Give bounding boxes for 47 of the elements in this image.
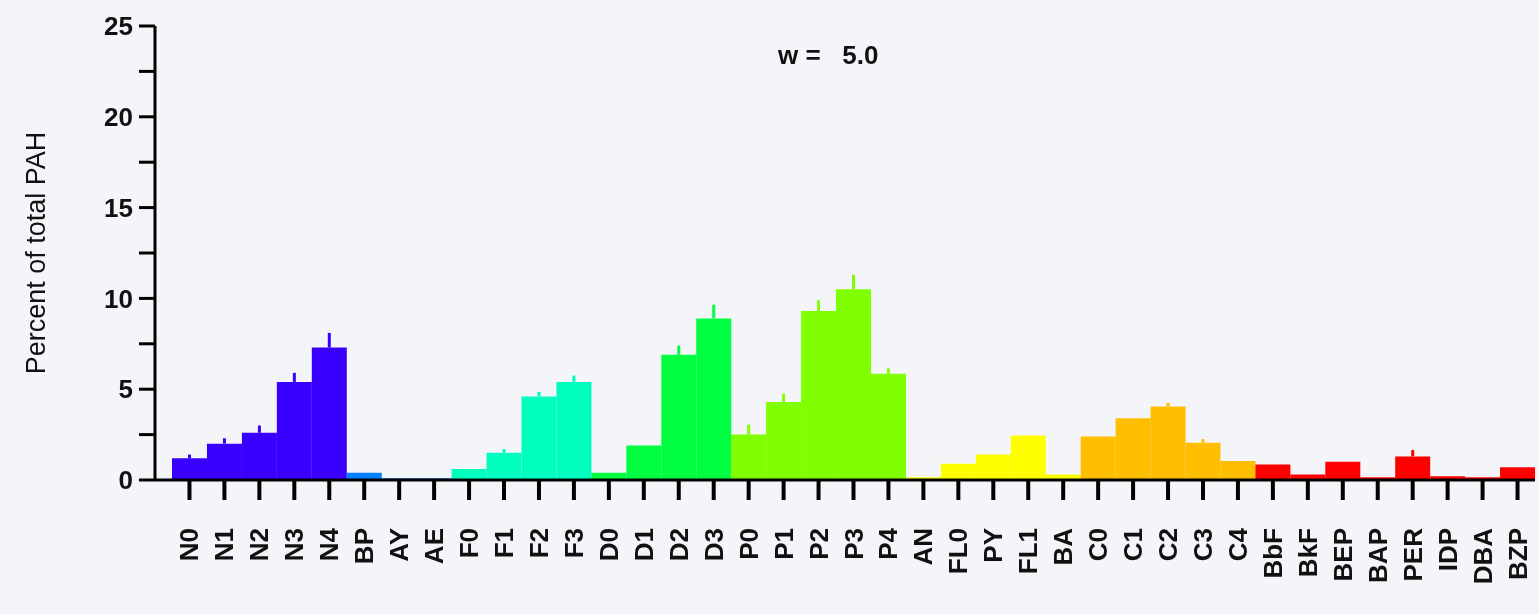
- x-tick-label: P4: [873, 527, 904, 560]
- x-tick-label: P1: [768, 528, 799, 560]
- x-tick-label: F0: [454, 528, 485, 559]
- annotation: w = 5.0: [778, 40, 879, 71]
- x-tick-label: P0: [733, 528, 764, 560]
- x-tick-label: BA: [1048, 527, 1079, 566]
- x-tick-label: C2: [1153, 528, 1184, 562]
- x-tick-label: BbF: [1257, 528, 1288, 579]
- x-tick-label: F1: [489, 528, 520, 559]
- y-tick-label: 0: [118, 465, 133, 496]
- x-tick-label: C0: [1083, 528, 1114, 562]
- x-tick-label: IDP: [1432, 528, 1463, 572]
- y-axis-title: Percent of total PAH: [20, 131, 51, 375]
- x-tick-label: C4: [1222, 527, 1253, 562]
- x-tick-label: BP: [349, 528, 380, 565]
- y-tick-label: 20: [104, 102, 133, 133]
- x-tick-label: PER: [1397, 527, 1428, 582]
- x-tick-label: AY: [384, 528, 415, 562]
- x-tick-label: D0: [593, 528, 624, 562]
- x-tick-label: BEP: [1327, 528, 1358, 582]
- x-tick-label: N4: [314, 527, 345, 562]
- x-tick-label: P2: [803, 528, 834, 560]
- x-tick-label: D3: [698, 528, 729, 562]
- x-tick-label: F2: [523, 528, 554, 559]
- x-tick-label: FL0: [943, 528, 974, 575]
- x-tick-label: DBA: [1467, 527, 1498, 585]
- x-tick-label: BAP: [1362, 528, 1393, 583]
- x-tick-label: BZP: [1502, 528, 1533, 580]
- y-tick-label: 10: [104, 283, 133, 314]
- x-tick-label: D1: [628, 528, 659, 562]
- x-tick-label: PY: [978, 528, 1009, 563]
- x-tick-label: N3: [279, 528, 310, 562]
- x-tick-label: AE: [419, 528, 450, 565]
- x-tick-label: N2: [244, 528, 275, 562]
- x-tick-label: N1: [209, 528, 240, 562]
- y-tick-label: 15: [104, 192, 133, 223]
- x-tick-label: D2: [663, 528, 694, 562]
- x-tick-label: C3: [1187, 528, 1218, 562]
- x-tick-label: C1: [1118, 528, 1149, 562]
- x-tick-label: F3: [558, 528, 589, 559]
- x-tick-label: BkF: [1292, 528, 1323, 578]
- y-tick-label: 5: [118, 374, 133, 405]
- x-tick-label: AN: [908, 528, 939, 566]
- x-tick-label: N0: [174, 528, 205, 562]
- y-tick-label: 25: [104, 11, 133, 42]
- x-tick-label: FL1: [1013, 528, 1044, 575]
- x-tick-label: P3: [838, 528, 869, 560]
